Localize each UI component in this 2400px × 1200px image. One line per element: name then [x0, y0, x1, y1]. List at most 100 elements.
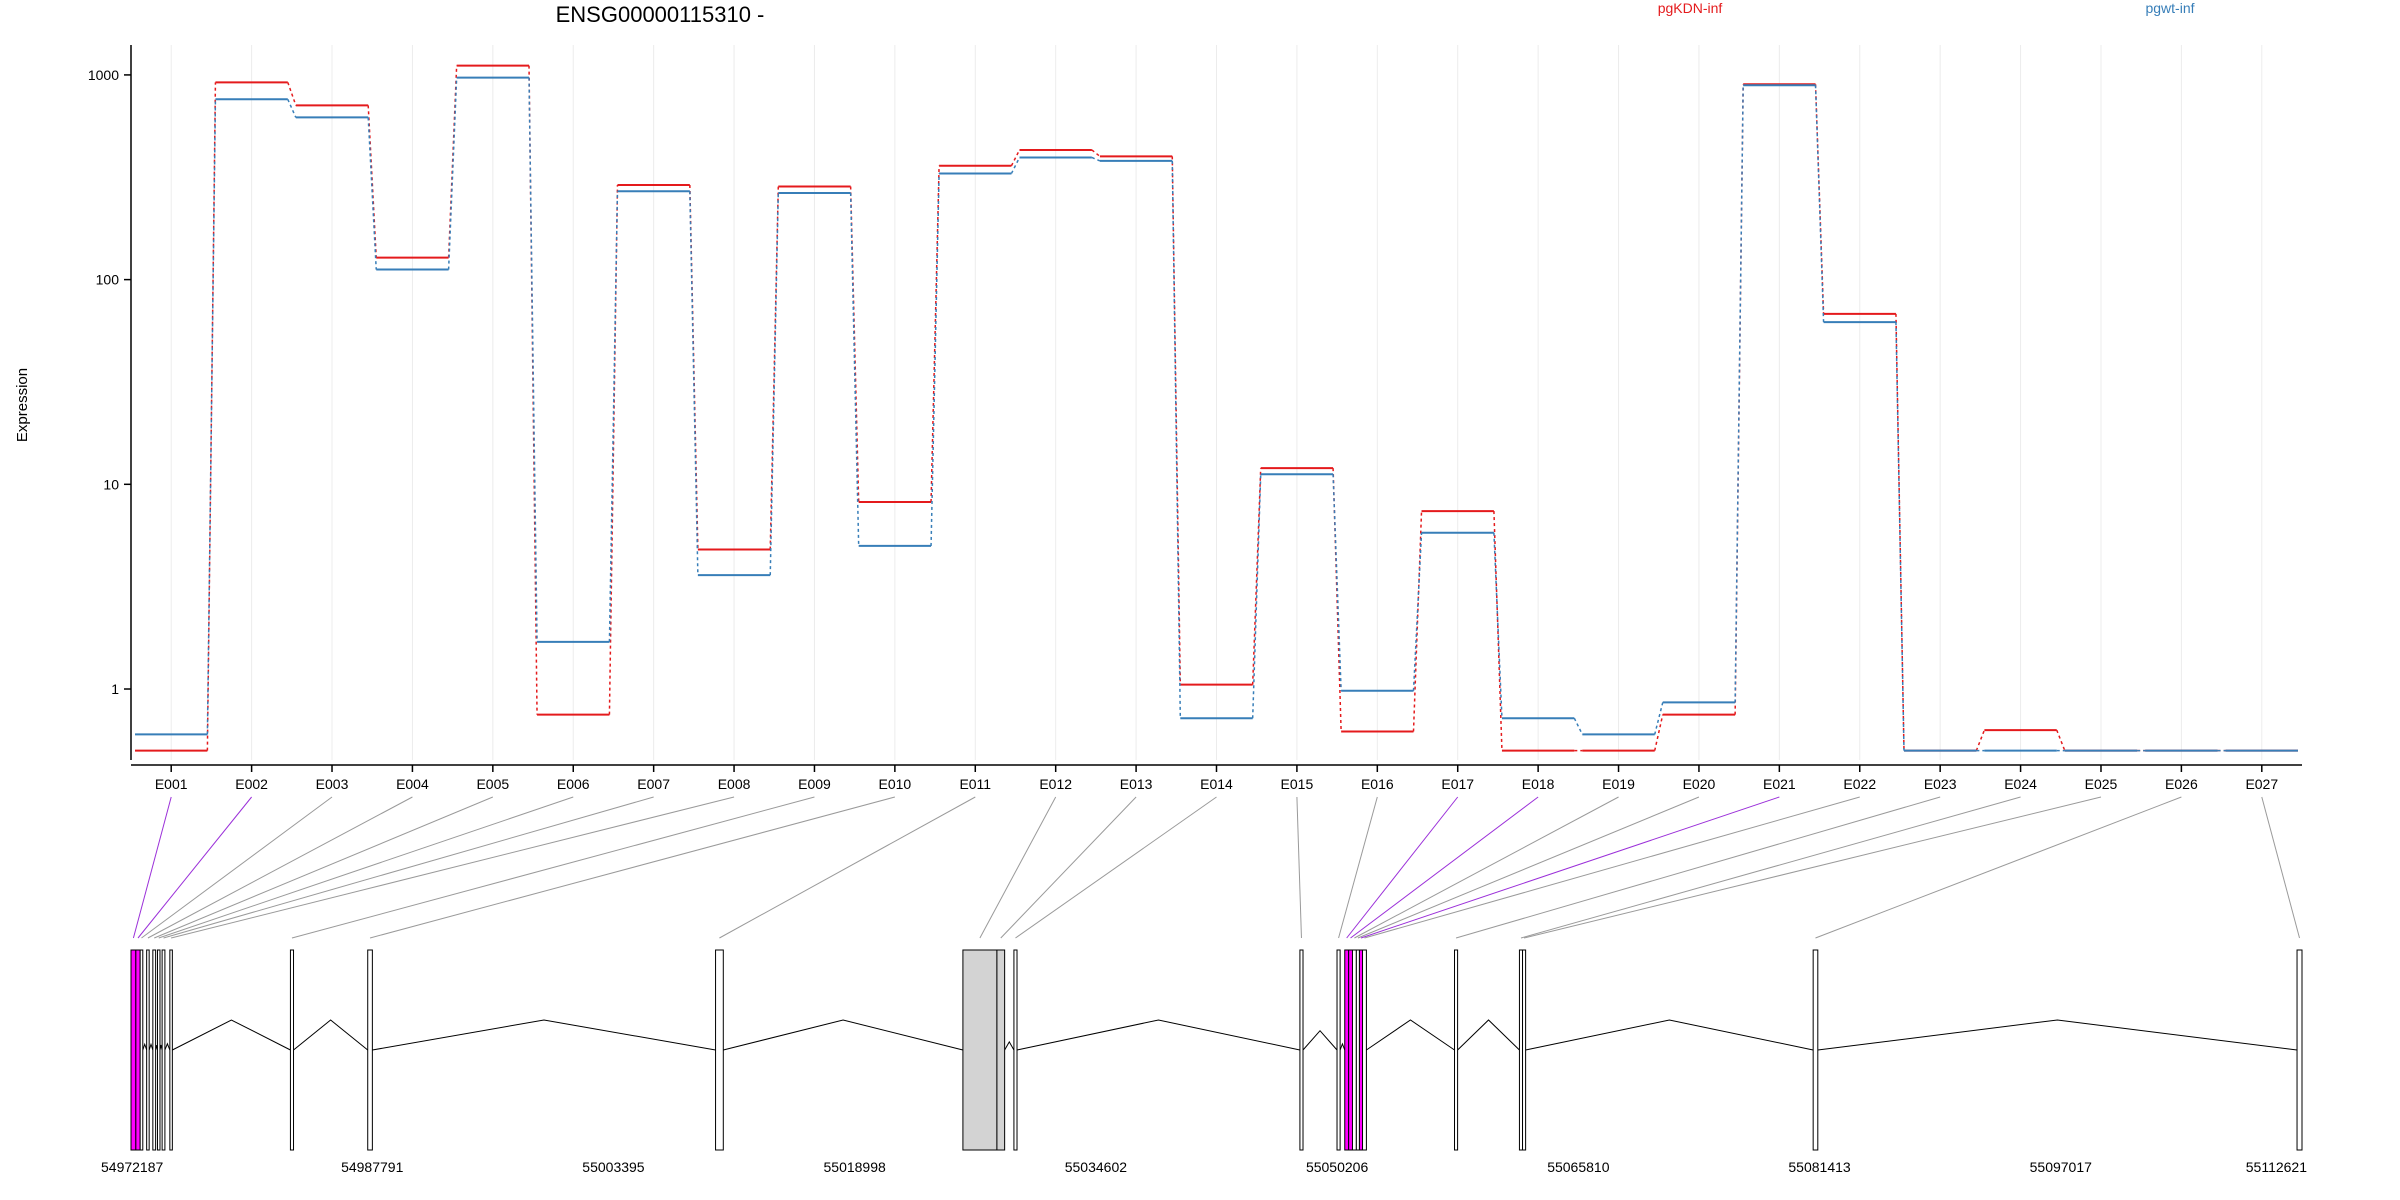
connector-line-e019	[1354, 796, 1619, 939]
exon-box-e011	[715, 949, 724, 1151]
exon-box-e007	[161, 949, 166, 1151]
exon-box-e004	[146, 949, 150, 1151]
x-tick-label: E020	[1683, 776, 1716, 792]
exon-box-e001	[130, 949, 137, 1151]
series-transition-pgwt-inf	[1171, 160, 1182, 719]
genomic-coordinate-label: 54972187	[101, 1159, 164, 1175]
series-transition-pgwt-inf	[447, 77, 458, 270]
x-tick-label: E025	[2085, 776, 2118, 792]
x-tick-label: E008	[718, 776, 751, 792]
exon-box-e018	[1348, 949, 1353, 1151]
intron-line	[142, 1042, 148, 1051]
series-transition-pgkdn-inf	[1251, 468, 1262, 685]
series-transition-pgwt-inf	[1734, 85, 1744, 703]
intron-line	[1525, 1019, 1814, 1051]
axes: 1 10 100 1000 E001 E002 E003 E004 E005 E006 E007 E0…	[88, 45, 2302, 792]
vertical-gridlines	[170, 45, 2263, 760]
exon-box-e008	[169, 949, 173, 1151]
x-tick-label: E027	[2245, 776, 2278, 792]
genomic-coordinate-label: 55034602	[1065, 1159, 1128, 1175]
exon-box-e025	[1522, 949, 1527, 1151]
series-transition-pgkdn-inf	[1975, 729, 1986, 751]
intron-line	[172, 1019, 291, 1051]
x-tick-label: E021	[1763, 776, 1796, 792]
series-transition-pgwt-inf	[367, 117, 377, 270]
genomic-coordinate-label: 55050206	[1306, 1159, 1369, 1175]
x-tick-label: E022	[1843, 776, 1876, 792]
connector-line-e009	[291, 796, 815, 939]
intron-line	[1817, 1019, 2298, 1051]
exon-box-e013	[996, 949, 1006, 1151]
connector-line-e010	[369, 796, 896, 939]
exon-box-e017	[1344, 949, 1350, 1151]
x-tick-label: E002	[235, 776, 268, 792]
exon-box-e002	[135, 949, 141, 1151]
legend-series-pgwt-inf: pgwt-inf	[2145, 0, 2194, 16]
x-tick-label: E018	[1522, 776, 1555, 792]
connector-line-e006	[158, 796, 574, 939]
intron-line	[1457, 1019, 1520, 1051]
series-transition-pgkdn-inf	[367, 105, 377, 258]
connector-line-e026	[1815, 796, 2182, 939]
series-transition-pgkdn-inf	[287, 82, 297, 106]
x-tick-label: E004	[396, 776, 429, 792]
exon-box-e022	[1362, 949, 1367, 1151]
connector-line-e025	[1523, 796, 2102, 939]
gene-structure-track	[130, 949, 2303, 1151]
series-transition-pgwt-inf	[849, 192, 860, 546]
x-tick-label: E026	[2165, 776, 2198, 792]
x-tick-label: E011	[959, 776, 991, 792]
exon-box-e016	[1336, 949, 1341, 1151]
x-tick-label: E010	[879, 776, 912, 792]
chart-title: ENSG00000115310 -	[556, 2, 765, 27]
exon-box-e015	[1299, 949, 1304, 1151]
connector-line-e022	[1364, 796, 1860, 939]
intron-line	[1366, 1019, 1455, 1051]
connector-line-e024	[1520, 796, 2021, 939]
x-tick-label: E024	[2004, 776, 2037, 792]
y-tick-label: 1000	[88, 67, 119, 83]
series-transition-pgwt-inf	[1091, 156, 1101, 162]
genomic-coordinate-label: 55065810	[1547, 1159, 1610, 1175]
x-tick-label: E003	[316, 776, 349, 792]
series-transition-pgkdn-inf	[1091, 149, 1101, 157]
exon-box-e003	[139, 949, 144, 1151]
genomic-coordinate-label: 55081413	[1788, 1159, 1851, 1175]
exon-box-e006	[156, 949, 161, 1151]
intron-line	[293, 1019, 369, 1051]
exon-box-e023	[1454, 949, 1459, 1151]
x-tick-label: E019	[1602, 776, 1635, 792]
series-transition-pgwt-inf	[528, 77, 538, 642]
connector-line-e004	[147, 796, 413, 939]
series-transition-pgkdn-inf	[1653, 714, 1664, 751]
y-tick-label: 10	[103, 476, 119, 492]
connector-line-e018	[1350, 796, 1539, 939]
x-tick-label: E017	[1441, 776, 1474, 792]
x-tick-label: E005	[476, 776, 509, 792]
x-tick-label: E007	[637, 776, 670, 792]
connector-line-e023	[1455, 796, 1941, 939]
series-transition-pgwt-inf	[769, 192, 780, 576]
intron-line	[1302, 1029, 1338, 1051]
x-tick-label: E006	[557, 776, 590, 792]
series-transition-pgwt-inf	[1412, 532, 1423, 691]
series-transition-pgkdn-inf	[1332, 468, 1342, 732]
exon-box-e010	[367, 949, 373, 1151]
y-axis-label: Expression	[14, 368, 31, 442]
legend-series-pgkdn-inf: pgKDN-inf	[1658, 0, 1723, 16]
connector-line-e005	[154, 796, 494, 939]
connector-line-e015	[1296, 796, 1302, 939]
connector-line-e014	[1015, 796, 1217, 939]
genomic-coordinate-label: 55018998	[824, 1159, 887, 1175]
exon-box-e009	[289, 949, 295, 1151]
connector-line-e012	[979, 796, 1057, 939]
series-transition-pgwt-inf	[206, 99, 217, 735]
connector-line-e001	[132, 796, 172, 939]
series-transition-pgkdn-inf	[1493, 511, 1503, 751]
x-tick-label: E014	[1200, 776, 1233, 792]
connector-line-e002	[137, 796, 253, 939]
intron-line	[164, 1042, 171, 1051]
x-tick-label: E012	[1039, 776, 1072, 792]
x-tick-label: E009	[798, 776, 831, 792]
